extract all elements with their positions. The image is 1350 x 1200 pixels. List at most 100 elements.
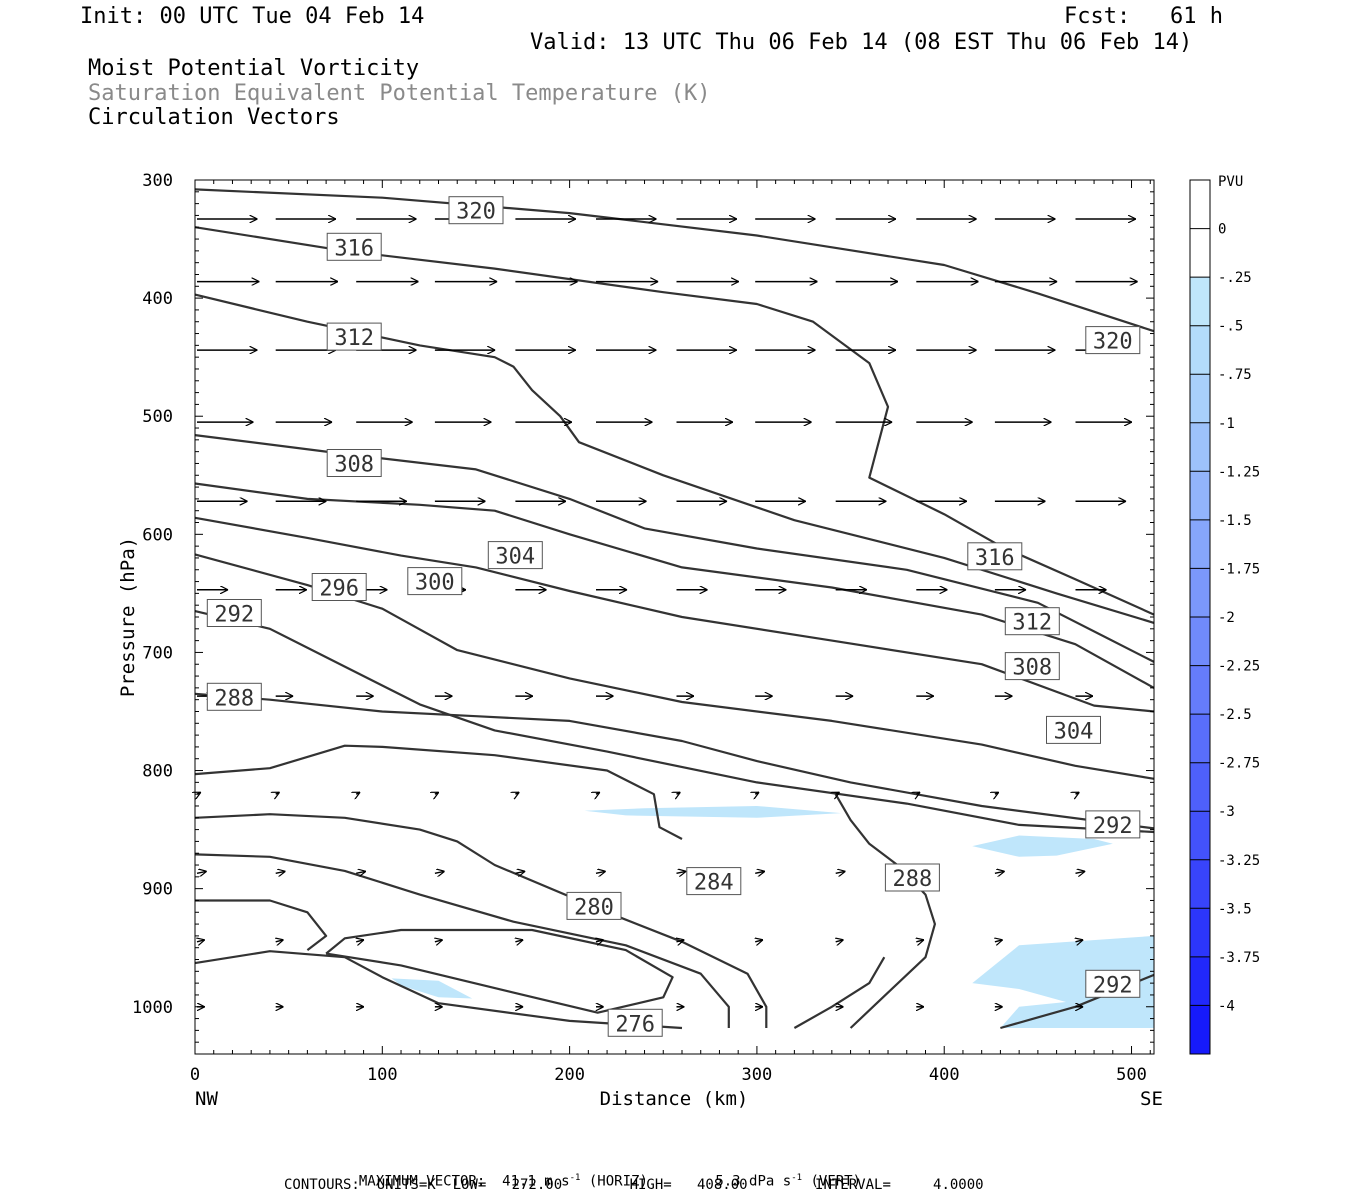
max-vector-label: MAXIMUM VECTOR: bbox=[358, 1173, 486, 1190]
forecast-hour: Fcst: 61 h bbox=[1064, 4, 1223, 29]
init-time: Init: 00 UTC Tue 04 Feb 14 bbox=[80, 4, 425, 29]
y-tick-label-1000: 1000 bbox=[132, 998, 173, 1018]
vector-9-6 bbox=[677, 940, 685, 942]
pv-region-3 bbox=[972, 935, 1154, 1028]
y-tick-label-500: 500 bbox=[142, 407, 173, 427]
field-title-vectors: Circulation Vectors bbox=[88, 105, 340, 130]
colorbar-swatch-11 bbox=[1190, 714, 1210, 764]
contour-288-17 bbox=[793, 956, 886, 1029]
colorbar-label-6: -1.5 bbox=[1218, 513, 1252, 529]
contour-308-3 bbox=[194, 434, 1155, 663]
colorbar-label-16: -4 bbox=[1218, 998, 1235, 1014]
contour-label-box-2 bbox=[326, 322, 382, 351]
vector-9-11 bbox=[1076, 940, 1084, 942]
x-tick-label-400: 400 bbox=[929, 1065, 960, 1085]
y-tick-label-700: 700 bbox=[142, 643, 173, 663]
x-tick-label-100: 100 bbox=[367, 1065, 398, 1085]
colorbar-swatch-16 bbox=[1190, 956, 1210, 1006]
x-tick-label-500: 500 bbox=[1116, 1065, 1147, 1085]
colorbar-label-12: -3 bbox=[1218, 804, 1235, 820]
vector-9-2 bbox=[356, 940, 364, 942]
vector-7-1 bbox=[276, 791, 280, 794]
contour-label-box-1 bbox=[326, 232, 382, 261]
contour-label-14: 308 bbox=[1012, 656, 1052, 681]
contour-label-box-11 bbox=[884, 863, 940, 892]
contour-276-14 bbox=[194, 950, 683, 1030]
circulation-vector-layer bbox=[197, 219, 1138, 1007]
contour-label-6: 296 bbox=[319, 577, 359, 602]
vector-9-0 bbox=[197, 940, 205, 942]
vector-7-9 bbox=[916, 791, 920, 794]
colorbar-label-2: -.5 bbox=[1218, 319, 1243, 335]
colorbar-label-8: -2 bbox=[1218, 610, 1235, 626]
contour-label-box-12 bbox=[967, 542, 1023, 571]
y-tick-label-900: 900 bbox=[142, 880, 173, 900]
colorbar-swatch-8 bbox=[1190, 568, 1210, 618]
vector-7-7 bbox=[755, 791, 759, 794]
contour-label-box-0 bbox=[448, 196, 504, 225]
vert-vector-unit: (VERT) bbox=[810, 1173, 862, 1190]
colorbar-swatch-1 bbox=[1190, 228, 1210, 278]
contour-276-15 bbox=[325, 928, 674, 1014]
vector-8-5 bbox=[595, 871, 606, 873]
contour-label-2: 312 bbox=[334, 326, 374, 351]
contour-label-box-14 bbox=[1004, 652, 1060, 681]
vector-8-11 bbox=[1075, 871, 1086, 873]
colorbar-swatch-3 bbox=[1190, 325, 1210, 375]
contour-label-layer: 320 316 312 308 304 300 296 292 288 280 284 288 316 3… bbox=[206, 196, 1141, 1037]
x-axis-label: Distance (km) bbox=[600, 1088, 749, 1110]
pv-colorbar: 0 -.25 -.5 -.75 -1 -1.25 -1.5 -1.75 -2 -2.25 -2.5 -… bbox=[1189, 179, 1260, 1055]
contour-284-9 bbox=[194, 744, 683, 840]
vert-vector-value: 5.3 dPa s bbox=[715, 1173, 792, 1190]
vector-9-9 bbox=[916, 940, 924, 942]
vector-9-10 bbox=[995, 940, 1003, 942]
colorbar-swatch-13 bbox=[1190, 811, 1210, 861]
pv-fill-layer bbox=[391, 806, 1154, 1028]
vector-8-8 bbox=[835, 871, 846, 873]
colorbar-label-15: -3.75 bbox=[1218, 950, 1260, 966]
colorbar-label-10: -2.5 bbox=[1218, 707, 1252, 723]
contour-label-7: 292 bbox=[214, 603, 254, 628]
contour-label-box-9 bbox=[566, 891, 622, 920]
colorbar-swatch-17 bbox=[1190, 1005, 1210, 1055]
contour-label-box-17 bbox=[1085, 326, 1141, 355]
colorbar-label-1: -.25 bbox=[1218, 270, 1252, 286]
contour-label-17: 320 bbox=[1093, 330, 1133, 355]
colorbar-swatch-12 bbox=[1190, 762, 1210, 812]
y-tick-label-400: 400 bbox=[142, 289, 173, 309]
x-end-label-right: SE bbox=[1140, 1088, 1163, 1110]
vector-9-7 bbox=[755, 940, 763, 942]
contour-label-15: 304 bbox=[1054, 719, 1094, 744]
contour-label-box-4 bbox=[487, 541, 543, 570]
colorbar-swatch-2 bbox=[1190, 277, 1210, 327]
vector-7-6 bbox=[677, 791, 681, 794]
colorbar-label-14: -3.5 bbox=[1218, 901, 1252, 917]
colorbar-label-7: -1.75 bbox=[1218, 561, 1260, 577]
contour-label-4: 304 bbox=[495, 545, 535, 570]
contour-label-box-15 bbox=[1046, 715, 1101, 744]
contour-label-box-19 bbox=[607, 1008, 663, 1037]
colorbar-label-13: -3.25 bbox=[1218, 853, 1260, 869]
contour-280-13 bbox=[195, 899, 328, 951]
contour-label-8: 288 bbox=[214, 686, 254, 711]
field-title-pv: Moist Potential Vorticity bbox=[88, 56, 420, 81]
contour-label-box-6 bbox=[311, 573, 367, 601]
vector-7-5 bbox=[596, 791, 600, 794]
x-end-label-left: NW bbox=[195, 1088, 218, 1110]
vector-8-10 bbox=[994, 871, 1005, 873]
contour-label-13: 312 bbox=[1012, 611, 1052, 636]
colorbar-label-9: -2.25 bbox=[1218, 659, 1260, 675]
contour-288-11 bbox=[834, 793, 937, 1029]
x-tick-label-0: 0 bbox=[190, 1065, 200, 1085]
vector-9-8 bbox=[836, 940, 844, 942]
contour-label-12: 316 bbox=[975, 546, 1015, 571]
contour-label-box-5 bbox=[407, 567, 463, 596]
pv-region-1 bbox=[972, 835, 1113, 857]
contour-label-11: 288 bbox=[893, 867, 933, 892]
colorbar-swatch-7 bbox=[1190, 519, 1210, 569]
contour-label-box-3 bbox=[326, 449, 382, 477]
y-axis-label: Pressure (hPa) bbox=[117, 537, 139, 697]
vert-exponent: -1 bbox=[791, 1173, 803, 1183]
contour-label-9: 280 bbox=[574, 895, 614, 920]
vector-8-2 bbox=[356, 871, 366, 873]
